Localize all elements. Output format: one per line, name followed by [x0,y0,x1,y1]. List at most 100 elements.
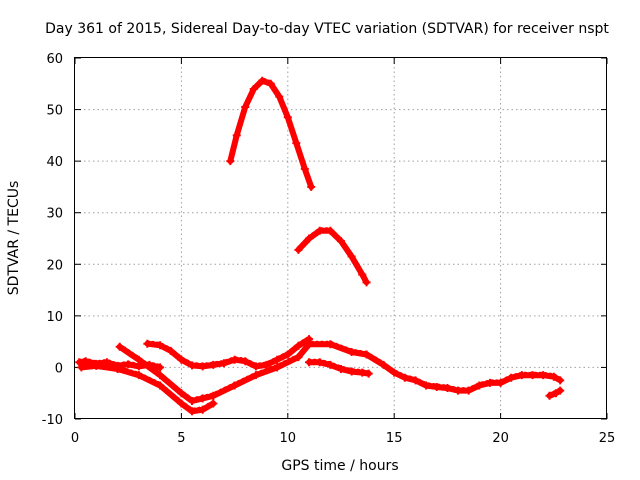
data-point [496,378,505,387]
y-tick-label: -10 [42,413,63,428]
data-point [113,364,122,373]
data-point [362,278,371,287]
data-point [507,373,516,382]
y-axis-label: SDTVAR / TECUs [6,181,22,296]
data-point [337,237,345,246]
data-point [358,368,367,377]
data-point [464,386,473,395]
data-point [262,360,271,369]
data-point [134,362,143,371]
data-point [156,363,165,372]
data-point [209,399,218,408]
data-point [134,371,143,380]
data-point [549,372,558,381]
y-tick-label: 10 [46,310,63,325]
data-point [226,157,235,166]
data-point [230,381,239,390]
data-point [209,360,218,369]
data-point [198,362,207,371]
data-point [156,371,165,380]
y-tick-label: 40 [46,155,63,170]
plot-frame [74,57,607,419]
x-tick-label: 15 [386,431,403,446]
data-point [177,355,186,364]
data-point [273,355,282,364]
data-point [347,367,356,376]
data-point [188,361,197,370]
data-point [539,371,548,380]
data-point [198,394,207,403]
data-point [166,346,175,355]
series-line-fringe [365,351,562,391]
data-point [241,102,250,111]
x-axis-label: GPS time / hours [281,458,398,474]
data-point [364,369,373,378]
data-point [249,84,258,93]
series-line-fringe [228,77,313,187]
x-tick-label: 20 [492,431,509,446]
series-line-fringe [296,227,368,282]
data-point [390,368,399,377]
data-point [273,363,282,372]
data-point [292,139,301,148]
data-point [432,383,441,392]
data-point [305,358,314,367]
series-track-g [305,358,373,378]
data-point [283,350,292,359]
data-point [422,381,431,390]
x-tick-label: 5 [177,431,185,446]
data-point [143,339,152,348]
series-line [78,362,217,415]
data-point [75,358,84,367]
data-point [315,358,324,367]
series-line [144,336,313,370]
data-point [230,355,239,364]
data-point [124,360,133,369]
data-point [177,389,186,398]
data-point [347,347,356,356]
data-point [305,234,314,243]
data-point [326,360,335,369]
data-point [400,373,409,382]
data-point [326,340,335,349]
chart-title: Day 361 of 2015, Sidereal Day-to-day VTE… [45,21,609,37]
data-point [379,360,388,369]
x-tick-label: 25 [599,431,616,446]
data-point [337,364,345,373]
data-point [528,371,537,380]
series-track-d [143,335,314,371]
data-point [92,361,101,370]
series-line [227,77,315,190]
y-tick-label: 0 [55,361,63,376]
data-point [258,76,267,85]
data-point [315,226,324,235]
data-point [294,341,303,350]
data-point [485,378,494,387]
series-line-fringe [118,340,368,401]
axis-ticks: 0 5 10 15 20 25 -10 0 10 20 30 40 50 60 [42,52,616,446]
data-point [251,362,260,371]
data-point [115,342,124,351]
data-point [358,270,367,279]
data-point [545,391,554,400]
series-track-f [294,226,371,287]
data-point [156,381,165,390]
data-point [283,113,292,122]
data-point [362,350,371,359]
y-tick-label: 60 [46,52,63,67]
data-point [241,357,250,366]
data-point [307,182,316,191]
series-track-e [226,76,316,191]
x-tick-label: 0 [71,431,79,446]
data-point [294,353,303,362]
data-point [294,245,303,254]
series-group [75,76,565,416]
data-point [411,376,420,385]
data-point [177,399,186,408]
series-line-fringe [145,335,311,366]
y-tick-label: 20 [46,258,63,273]
data-point [266,79,275,88]
data-point [198,405,207,414]
data-point [475,381,484,390]
data-point [556,386,565,395]
